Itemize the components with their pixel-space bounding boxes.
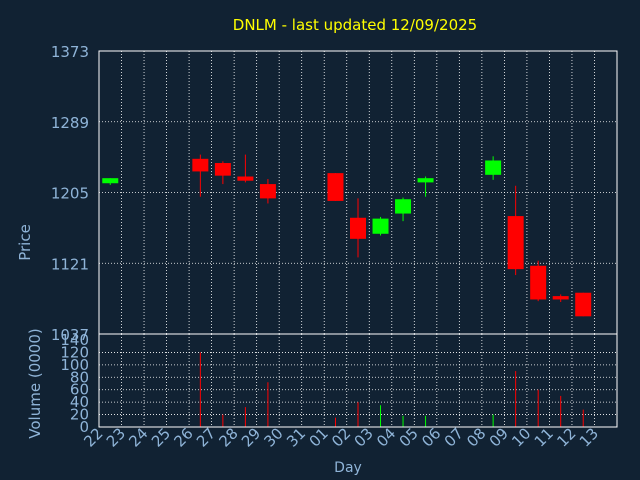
volume-bar-series — [199, 352, 584, 427]
candle — [192, 154, 209, 197]
candle — [372, 216, 389, 236]
price-tick-label: 1373 — [51, 43, 89, 61]
volume-tick-label: 100 — [60, 356, 89, 374]
price-panel: 1373 1289 1205 1121 1037 Price — [16, 43, 618, 344]
candle — [507, 185, 524, 276]
x-axis-label: Day — [334, 460, 362, 476]
candle — [417, 176, 434, 197]
candle-body — [575, 292, 592, 317]
volume-tick-label: 140 — [60, 331, 89, 349]
volume-tick-label: 80 — [70, 368, 89, 386]
x-tick-labels: 2223242526272829303101020304050607080910… — [80, 424, 602, 450]
chart-title: DNLM - last updated 12/09/2025 — [233, 16, 477, 34]
candle — [395, 197, 412, 222]
candle-body — [350, 217, 366, 239]
candle-body — [395, 199, 412, 214]
volume-tick-label: 40 — [70, 393, 89, 411]
candle-body — [259, 184, 276, 199]
candle-body — [327, 173, 344, 201]
volume-plot-frame — [98, 333, 618, 428]
price-tick-label: 1205 — [51, 185, 89, 203]
candle — [259, 179, 276, 204]
candle — [552, 294, 569, 302]
candle — [575, 292, 592, 317]
price-axis-label: Price — [16, 224, 34, 261]
candle-body — [417, 178, 434, 183]
candle-body — [552, 296, 569, 300]
candle — [327, 173, 344, 201]
candle-body — [237, 176, 254, 181]
candle — [237, 154, 254, 183]
candle — [214, 161, 231, 185]
candle — [485, 156, 502, 180]
volume-tick-label: 120 — [60, 343, 89, 361]
candle — [350, 198, 366, 258]
candle-body — [485, 160, 502, 175]
price-y-tick-labels: 1373 1289 1205 1121 1037 — [51, 43, 89, 344]
candle-body — [372, 218, 389, 234]
volume-tick-label: 0 — [79, 418, 89, 436]
price-tick-label: 1289 — [51, 114, 89, 132]
candle-body — [102, 178, 119, 184]
candle-body — [530, 265, 547, 300]
volume-tick-label: 20 — [70, 406, 89, 424]
volume-axis-label: Volume (0000) — [26, 328, 44, 438]
price-tick-label: 1037 — [51, 326, 89, 344]
volume-tick-label: 60 — [70, 381, 89, 399]
candle-body — [507, 216, 524, 270]
price-tick-label: 1121 — [51, 255, 89, 273]
candlestick-series — [102, 154, 592, 317]
candle-body — [192, 158, 209, 172]
candle — [530, 260, 547, 302]
candle — [102, 178, 119, 185]
candle-body — [214, 163, 231, 176]
x-tick-label: 13 — [576, 424, 602, 450]
